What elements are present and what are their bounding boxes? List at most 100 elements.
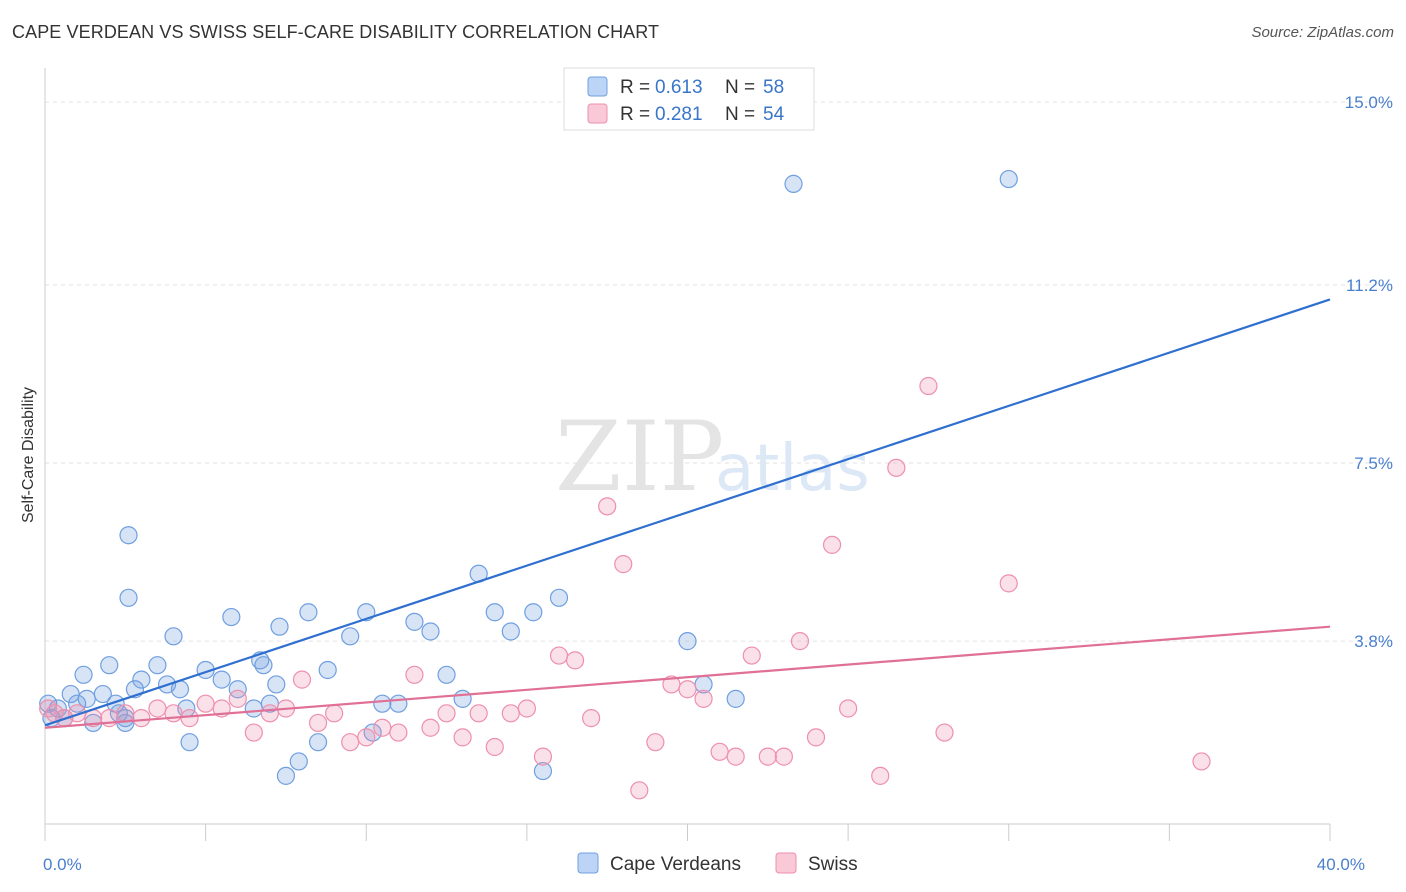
swiss-point-50 [822, 535, 842, 554]
swiss-point-8 [148, 699, 167, 718]
swiss-point-7 [132, 709, 151, 728]
cape-verdean-point-14 [132, 670, 151, 689]
cape-verdean-point-10 [100, 656, 119, 675]
data-points [39, 169, 1211, 800]
swiss-point-32 [533, 747, 553, 766]
swiss-point-52 [871, 766, 890, 785]
swiss-point-54 [919, 376, 938, 396]
cape-verdean-point-30 [254, 656, 273, 675]
swiss-point-24 [405, 665, 424, 684]
gridlines [45, 101, 1392, 642]
cape-verdean-point-33 [270, 617, 289, 636]
swiss-point-48 [790, 632, 810, 651]
legend-n-label-swiss: N = [725, 104, 755, 125]
y-tick-label-1: 7.5% [1354, 454, 1393, 473]
tick-labels: 3.8% 7.5% 11.2% 15.0% 0.0% 40.0% [43, 93, 1393, 874]
swiss-point-46 [758, 747, 777, 766]
swiss-point-6 [116, 704, 135, 723]
legend-r-cape-verdeans: 0.613 [655, 77, 703, 98]
cape-verdean-point-54 [678, 632, 697, 651]
cape-verdean-point-38 [318, 660, 337, 680]
legend-box: R = 0.613 N = 58 R = 0.281 N = 54 [563, 67, 815, 131]
legend-r-swiss: 0.281 [655, 104, 703, 125]
cape-verdean-point-2 [48, 699, 67, 718]
cape-verdean-point-47 [453, 689, 472, 708]
cape-verdean-point-34 [276, 766, 296, 785]
swiss-point-41 [678, 680, 697, 699]
swiss-point-49 [806, 728, 826, 747]
swiss-point-19 [325, 704, 344, 723]
swiss-point-56 [999, 574, 1018, 593]
swiss-point-18 [308, 713, 328, 733]
swiss-point-27 [453, 728, 472, 747]
swiss-point-22 [373, 718, 392, 737]
cape-verdean-point-51 [524, 603, 543, 622]
cape-verdean-point-32 [267, 675, 286, 694]
cape-verdean-point-46 [437, 665, 456, 684]
cape-verdean-point-50 [501, 622, 520, 641]
legend-swatch-swiss [587, 103, 608, 124]
swiss-point-13 [228, 689, 247, 708]
cape-verdean-point-44 [405, 612, 424, 631]
swiss-trend-line [44, 625, 1331, 729]
legend-n-swiss: 54 [763, 104, 785, 125]
swiss-point-34 [565, 651, 585, 670]
cape-verdean-point-20 [164, 627, 183, 646]
bottom-legend-label-cape-verdeans: Cape Verdeans [610, 854, 741, 875]
cape-verdean-point-35 [289, 752, 308, 771]
swiss-point-35 [582, 709, 601, 728]
legend-n-cape-verdeans: 58 [763, 77, 784, 98]
swiss-point-33 [549, 646, 569, 665]
source-label: Source: ZipAtlas.com [1251, 24, 1394, 41]
swiss-point-10 [180, 709, 199, 728]
cape-verdean-point-27 [228, 680, 247, 699]
cape-verdean-point-45 [421, 622, 440, 641]
swiss-point-29 [485, 737, 504, 757]
swiss-point-42 [694, 689, 713, 708]
y-tick-label-0: 3.8% [1354, 632, 1393, 651]
y-axis-label: Self-Care Disability [20, 387, 37, 523]
cape-verdean-point-5 [68, 694, 87, 713]
swiss-point-20 [341, 733, 360, 752]
x-tick-label-0: 0.0% [43, 855, 82, 874]
cape-verdean-point-39 [341, 627, 360, 646]
swiss-point-31 [517, 699, 536, 718]
cape-verdean-point-49 [485, 603, 504, 622]
swiss-point-15 [260, 704, 279, 723]
bottom-legend: Cape Verdeans Swiss [577, 852, 858, 875]
swiss-point-25 [421, 718, 440, 737]
axes [44, 68, 1331, 841]
swiss-point-9 [164, 704, 183, 723]
cape-verdean-point-28 [244, 699, 263, 718]
cape-verdean-point-36 [299, 603, 318, 622]
swiss-point-43 [710, 742, 729, 761]
swiss-point-11 [196, 694, 215, 713]
swiss-point-21 [357, 728, 376, 747]
cape-verdean-point-0 [39, 694, 58, 713]
cape-verdean-point-25 [212, 670, 231, 689]
chart-title: CAPE VERDEAN VS SWISS SELF-CARE DISABILI… [12, 22, 660, 42]
swiss-point-36 [598, 497, 617, 516]
bottom-legend-swatch-cape-verdeans [577, 852, 599, 874]
swiss-point-23 [389, 723, 408, 742]
cape-verdean-point-16 [119, 588, 138, 607]
cape-verdean-point-57 [784, 174, 803, 193]
swiss-point-30 [501, 704, 520, 723]
swiss-point-47 [774, 747, 793, 766]
legend-r-label-swiss: R = [620, 104, 650, 125]
y-tick-label-2: 11.2% [1346, 276, 1393, 295]
swiss-point-44 [726, 747, 745, 766]
cape-verdean-point-58 [999, 169, 1018, 189]
cape-verdean-point-53 [549, 588, 569, 607]
trend-lines [44, 298, 1331, 729]
cape-verdean-trend-line [44, 298, 1331, 727]
cape-verdean-point-52 [533, 761, 553, 781]
cape-verdean-point-18 [148, 656, 167, 675]
swiss-point-38 [630, 781, 649, 800]
legend-r-label-cape-verdeans: R = [620, 77, 650, 98]
cape-verdean-point-26 [222, 607, 241, 627]
swiss-point-55 [935, 723, 954, 742]
x-tick-label-1: 40.0% [1317, 855, 1365, 874]
cape-verdean-point-37 [308, 733, 328, 752]
